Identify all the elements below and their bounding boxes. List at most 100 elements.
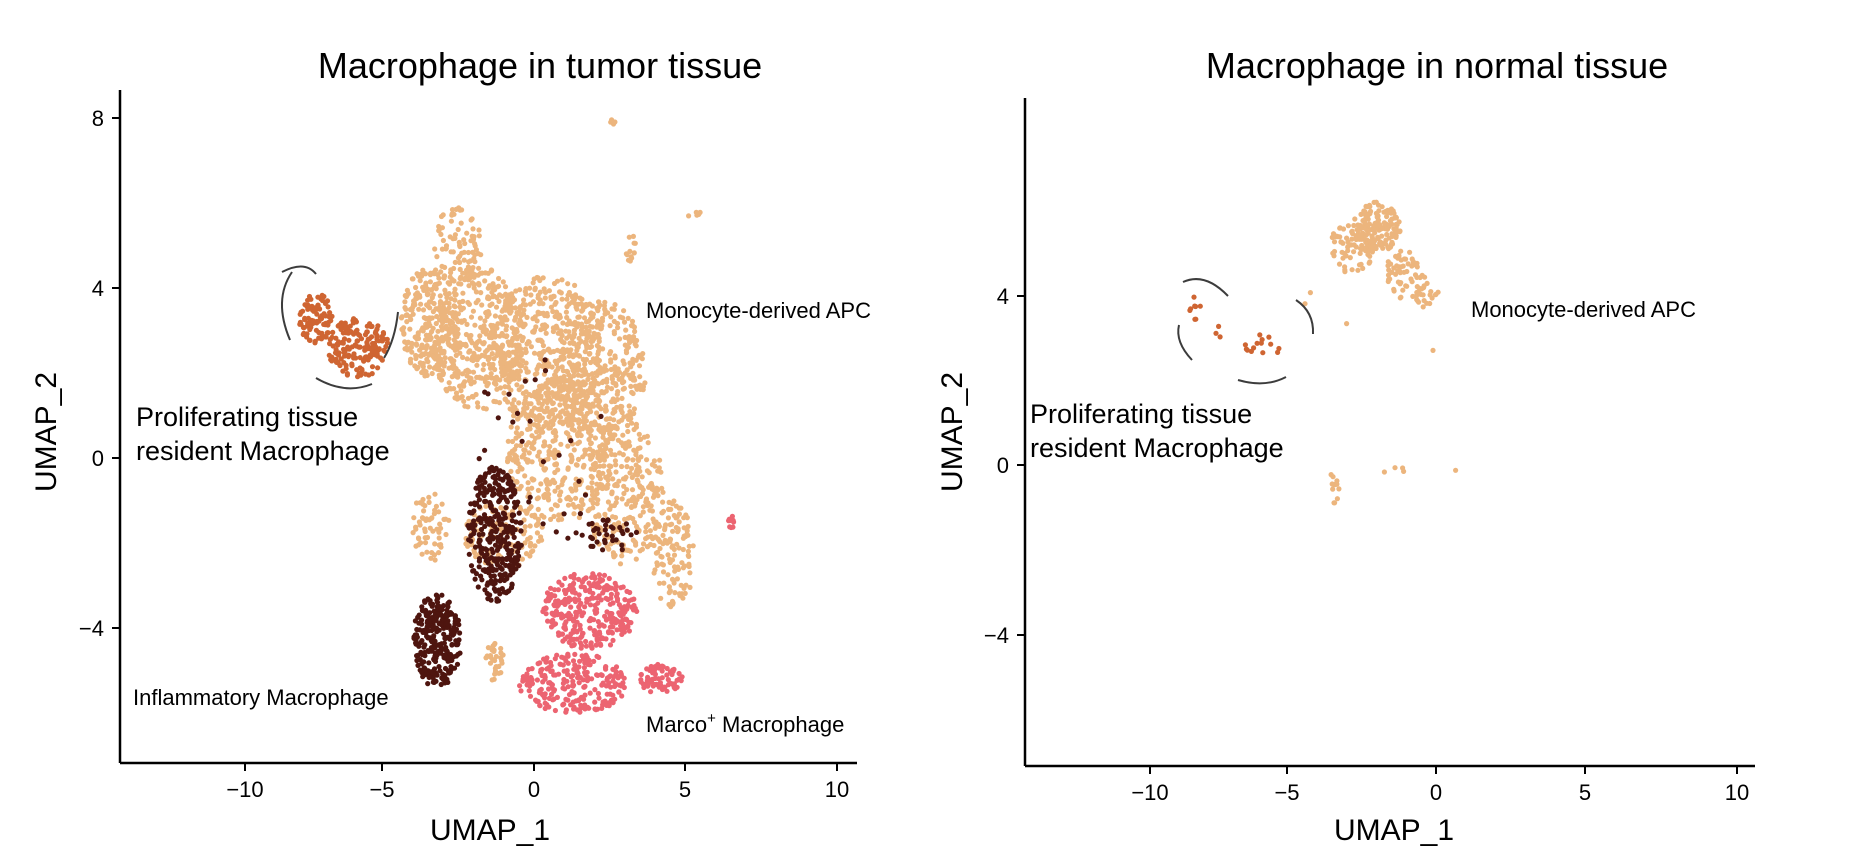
tumor-monocyte-derived-apc-point xyxy=(582,349,588,355)
tumor-monocyte-derived-apc-point xyxy=(502,284,509,290)
tumor-marco-macrophage-point xyxy=(552,587,558,593)
normal-prolif-bracket-right xyxy=(1295,299,1315,335)
tumor-monocyte-derived-apc-point xyxy=(496,400,503,406)
tumor-inflammatory-macrophage-point xyxy=(448,627,454,633)
tumor-monocyte-derived-apc-point xyxy=(531,477,537,483)
tumor-monocyte-derived-apc-point xyxy=(679,560,685,566)
tumor-monocyte-derived-apc-point xyxy=(421,508,427,514)
tumor-monocyte-derived-apc-point xyxy=(552,488,558,494)
tumor-marco-macrophage-point xyxy=(578,600,584,606)
tumor-monocyte-derived-apc-point xyxy=(482,278,488,284)
tumor-marco-macrophage-point xyxy=(566,595,572,601)
tumor-monocyte-derived-apc-point xyxy=(622,334,628,340)
tumor-monocyte-derived-apc-point xyxy=(440,370,446,376)
tumor-monocyte-derived-apc-point xyxy=(461,380,467,386)
tumor-monocyte-derived-apc-point xyxy=(560,368,567,374)
normal-annotation-prolif-line1: Proliferating tissue xyxy=(1030,399,1252,429)
tumor-marco-macrophage-point xyxy=(629,597,635,603)
normal-monocyte-derived-apc-point xyxy=(1376,222,1383,228)
tumor-monocyte-derived-apc-point xyxy=(455,371,461,377)
tumor-monocyte-derived-apc-point xyxy=(464,267,470,273)
tumor-monocyte-derived-apc-point xyxy=(545,386,551,392)
tumor-inflammatory-macrophage-point xyxy=(481,475,487,481)
normal-monocyte-derived-apc-point xyxy=(1330,474,1336,480)
tumor-monocyte-derived-apc-point xyxy=(518,313,524,319)
tumor-inflammatory-macrophage-point xyxy=(605,517,611,523)
tumor-monocyte-derived-apc-point xyxy=(560,320,566,326)
tumor-monocyte-derived-apc-point xyxy=(627,413,633,420)
tumor-marco-macrophage-point xyxy=(569,589,576,595)
tumor-monocyte-derived-apc-point xyxy=(613,500,619,506)
tumor-monocyte-derived-apc-point xyxy=(453,390,460,396)
tumor-monocyte-derived-apc-point xyxy=(595,322,601,328)
tumor-monocyte-derived-apc-point xyxy=(612,364,618,370)
tumor-monocyte-derived-apc-point xyxy=(505,438,511,444)
tumor-marco-macrophage-point xyxy=(581,684,587,690)
tumor-inflammatory-macrophage-point xyxy=(430,669,436,676)
normal-x-axis-label: UMAP_1 xyxy=(1334,814,1454,847)
normal-monocyte-derived-apc-point xyxy=(1366,221,1372,227)
tumor-monocyte-derived-apc-point xyxy=(472,322,478,328)
tumor-inflammatory-macrophage-point xyxy=(579,532,585,538)
tumor-monocyte-derived-apc-point xyxy=(429,315,435,321)
tumor-inflammatory-macrophage-point xyxy=(472,576,478,582)
tumor-monocyte-derived-apc-point xyxy=(619,395,625,401)
tumor-monocyte-derived-apc-point xyxy=(403,345,409,351)
tumor-monocyte-derived-apc-point xyxy=(475,297,481,303)
tumor-inflammatory-macrophage-point xyxy=(446,599,452,605)
tumor-monocyte-derived-apc-point xyxy=(523,456,529,462)
tumor-monocyte-derived-apc-point xyxy=(541,439,548,445)
tumor-inflammatory-macrophage-point xyxy=(441,655,447,661)
normal-monocyte-derived-apc-point xyxy=(1334,478,1340,484)
tumor-monocyte-derived-apc-point xyxy=(587,301,593,307)
tumor-monocyte-derived-apc-point xyxy=(461,237,467,243)
tumor-marco-macrophage-point xyxy=(561,668,567,674)
tumor-xtick-label-10: 10 xyxy=(825,777,849,802)
tumor-monocyte-derived-apc-point xyxy=(404,312,410,318)
normal-monocyte-derived-apc-point xyxy=(1424,300,1430,306)
tumor-monocyte-derived-apc-point xyxy=(675,527,681,533)
tumor-monocyte-derived-apc-point xyxy=(513,478,520,485)
tumor-monocyte-derived-apc-point xyxy=(505,455,511,461)
tumor-monocyte-derived-apc-point xyxy=(512,446,518,452)
tumor-marco-macrophage-point xyxy=(606,615,613,622)
tumor-monocyte-derived-apc-point xyxy=(630,537,636,543)
tumor-monocyte-derived-apc-point xyxy=(529,459,535,465)
tumor-monocyte-derived-apc-point xyxy=(452,286,458,292)
tumor-inflammatory-macrophage-point xyxy=(510,483,516,489)
tumor-monocyte-derived-apc-point xyxy=(542,467,548,473)
tumor-monocyte-derived-apc-point xyxy=(455,226,461,233)
tumor-monocyte-derived-apc-point xyxy=(550,308,556,315)
tumor-monocyte-derived-apc-point xyxy=(615,437,622,443)
tumor-inflammatory-macrophage-point xyxy=(429,639,435,645)
tumor-proliferating-tissue-resident-macrophage-point xyxy=(356,371,362,377)
normal-proliferating-tissue-resident-macrophage-point xyxy=(1193,303,1199,310)
tumor-monocyte-derived-apc-point xyxy=(436,509,442,515)
tumor-marco-macrophage-point xyxy=(583,587,589,594)
tumor-monocyte-derived-apc-point xyxy=(599,379,606,386)
tumor-monocyte-derived-apc-point xyxy=(589,492,596,498)
tumor-monocyte-derived-apc-point xyxy=(612,355,618,361)
tumor-monocyte-derived-apc-point xyxy=(459,394,465,400)
panel-normal: Macrophage in normal tissue 4 0 −4 −10 −… xyxy=(936,45,1755,847)
tumor-marco-macrophage-point xyxy=(616,689,622,695)
tumor-monocyte-derived-apc-point xyxy=(499,321,505,327)
tumor-monocyte-derived-apc-point xyxy=(572,301,578,307)
tumor-monocyte-derived-apc-point xyxy=(482,326,488,332)
tumor-monocyte-derived-apc-point xyxy=(657,545,663,552)
tumor-inflammatory-macrophage-point xyxy=(603,522,609,528)
tumor-monocyte-derived-apc-point xyxy=(518,442,524,449)
tumor-monocyte-derived-apc-point xyxy=(416,306,422,312)
tumor-monocyte-derived-apc-point xyxy=(535,453,541,459)
normal-monocyte-derived-apc-point xyxy=(1453,467,1459,473)
tumor-monocyte-derived-apc-point xyxy=(577,410,583,416)
tumor-monocyte-derived-apc-point xyxy=(550,420,556,426)
tumor-marco-macrophage-point xyxy=(546,686,552,692)
tumor-monocyte-derived-apc-point xyxy=(575,393,582,399)
tumor-monocyte-derived-apc-point xyxy=(577,380,583,386)
tumor-marco-macrophage-point xyxy=(567,583,573,589)
tumor-proliferating-tissue-resident-macrophage-point xyxy=(361,358,367,364)
tumor-marco-macrophage-point xyxy=(608,595,614,601)
tumor-monocyte-derived-apc-point xyxy=(436,280,442,286)
tumor-inflammatory-macrophage-point xyxy=(447,651,454,658)
